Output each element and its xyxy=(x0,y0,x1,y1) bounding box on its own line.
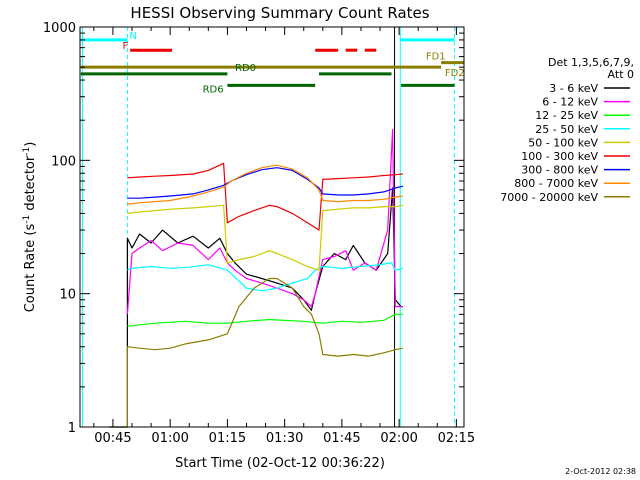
y-axis-label: Count Rate (s-1 detector-1) xyxy=(22,142,38,313)
series-line-3-6-kev xyxy=(109,187,403,428)
legend-item-label: 800 - 7000 keV xyxy=(514,177,598,190)
legend-header: Att 0 xyxy=(608,68,634,81)
chart-title: HESSI Observing Summary Count Rates xyxy=(130,4,429,22)
series-line-800-7000-kev xyxy=(127,164,403,205)
x-tick-label: 00:45 xyxy=(94,431,131,446)
legend-item-label: 6 - 12 keV xyxy=(542,96,598,109)
status-label-rd6: RD6 xyxy=(203,84,224,95)
x-axis-label: Start Time (02-Oct-12 00:36:22) xyxy=(175,456,385,471)
x-tick-label: 01:30 xyxy=(266,431,303,446)
legend-item-label: 12 - 25 keV xyxy=(535,109,598,122)
y-tick-label: 1 xyxy=(68,421,76,436)
x-tick-label: 01:15 xyxy=(209,431,246,446)
series-line-300-800-kev xyxy=(127,167,404,199)
series-line-12-25-kev xyxy=(127,313,403,327)
legend-item-label: 3 - 6 keV xyxy=(549,82,598,95)
plot-area: NF FD1 FD2 RD0 RD6 xyxy=(80,27,465,428)
footer-date: 2-Oct-2012 02:38 xyxy=(565,467,636,476)
y-axis: 1 10 100 1000 xyxy=(43,21,464,436)
status-label-rd0: RD0 xyxy=(235,63,256,74)
x-tick-label: 01:00 xyxy=(151,431,188,446)
series-line-50-100-kev xyxy=(127,204,404,271)
legend-item-label: 100 - 300 keV xyxy=(521,150,598,163)
series-line-100-300-kev xyxy=(127,162,403,231)
status-label-fd2: FD2 xyxy=(445,68,465,79)
status-label-fd1: FD1 xyxy=(426,52,446,63)
y-tick-label: 1000 xyxy=(43,21,76,36)
y-tick-label: 100 xyxy=(51,154,76,169)
legend-item-label: 300 - 800 keV xyxy=(521,164,598,177)
series-line-25-50-kev xyxy=(127,262,404,292)
plot-frame xyxy=(79,26,465,428)
x-tick-label: 01:45 xyxy=(323,431,360,446)
x-tick-label: 02:00 xyxy=(380,431,417,446)
legend-header: Det 1,3,5,6,7,9, xyxy=(548,56,634,69)
series-line-7000-20000-kev xyxy=(109,277,404,428)
x-tick-label: 02:15 xyxy=(438,431,475,446)
legend-item-label: 7000 - 20000 keV xyxy=(500,191,598,204)
legend-item-label: 25 - 50 keV xyxy=(535,123,598,136)
status-label-f: F xyxy=(122,41,128,52)
status-label-n: N xyxy=(129,31,136,42)
y-tick-label: 10 xyxy=(59,288,76,303)
x-axis: 00:45 01:00 01:15 01:30 01:45 02:00 02:15 xyxy=(93,27,475,446)
legend-item-label: 50 - 100 keV xyxy=(528,136,598,149)
series-line-6-12-kev xyxy=(126,129,403,315)
